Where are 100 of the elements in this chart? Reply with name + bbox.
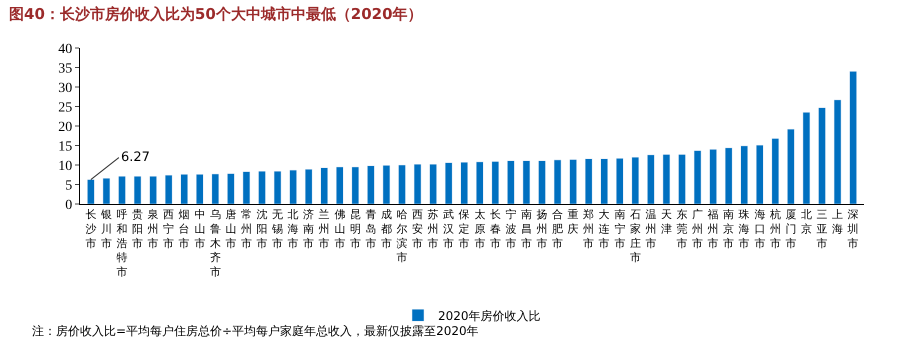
x-tick-label: 苏州市: [428, 208, 439, 250]
x-tick-label: 南昌市: [520, 208, 532, 250]
text: 注：房价收入比=平均每户住房总价÷平均每户家庭年总收入，最新仅披露至2020年: [32, 324, 479, 338]
x-tick-label: 长沙市: [85, 208, 96, 250]
bar: [772, 138, 780, 204]
bar: [414, 164, 422, 204]
x-tick-label: 扬州市: [536, 208, 548, 250]
bar: [289, 170, 297, 204]
bar: [569, 159, 577, 204]
x-tick-label: 珠海市: [738, 208, 750, 250]
bar: [352, 166, 360, 204]
bar: [802, 112, 810, 204]
x-tick-label: 大连市: [598, 208, 610, 250]
bar: [632, 156, 640, 204]
x-tick-label: 银川市: [100, 208, 112, 250]
x-tick-label: 广州市: [692, 208, 704, 250]
bar: [429, 164, 437, 204]
y-tick-label: 5: [65, 178, 72, 194]
x-tick-label: 南宁市: [614, 208, 626, 250]
x-tick-label: 昆明市: [350, 208, 361, 250]
bar: [118, 176, 126, 204]
y-tick-label: 30: [58, 80, 72, 96]
bar: [444, 162, 452, 204]
bar: [709, 149, 717, 204]
bar: [149, 176, 157, 204]
x-tick-label: 天津: [660, 208, 672, 236]
bar: [849, 71, 857, 204]
x-tick-label: 西安市: [412, 208, 424, 250]
bar: [522, 160, 530, 204]
x-tick-label: 上海: [832, 208, 844, 236]
x-tick-label: 沈阳市: [256, 208, 268, 250]
x-tick-label: 泉州市: [148, 208, 159, 250]
x-tick-label: 贵阳市: [132, 208, 144, 250]
x-tick-label: 西宁市: [163, 208, 174, 250]
legend-label: 2020年房价收入比: [438, 308, 541, 323]
bar: [304, 169, 312, 204]
bar: [662, 154, 670, 204]
bar: [367, 166, 375, 204]
bar: [678, 154, 686, 204]
x-tick-label: 北海市: [288, 208, 299, 250]
y-tick-label: 20: [58, 120, 72, 135]
bar: [180, 174, 188, 204]
bar: [787, 128, 795, 204]
bar: [584, 158, 592, 204]
bar: [87, 179, 95, 204]
x-tick-label: 中山市: [194, 208, 206, 250]
bar: [476, 162, 484, 204]
bar: [616, 158, 624, 204]
bar: [507, 160, 515, 204]
x-tick-label: 无锡市: [271, 208, 284, 250]
x-tick-label: 乌鲁木齐市: [210, 208, 221, 278]
bar: [460, 162, 468, 204]
y-tick-label: 10: [58, 158, 72, 174]
x-tick-label: 哈尔滨市: [396, 208, 408, 264]
x-tick-label: 合肥市: [552, 208, 564, 250]
bar: [242, 171, 250, 204]
bar: [196, 174, 204, 204]
bar: [600, 158, 608, 204]
bar: [492, 161, 500, 204]
x-tick-label: 唐山市: [225, 208, 236, 250]
x-tick-label: 东莞市: [676, 208, 688, 250]
x-tick-label: 武汉市: [443, 208, 454, 250]
bar: [554, 160, 562, 204]
x-tick-label: 深圳市: [846, 208, 859, 250]
bar: [212, 174, 220, 204]
bar: [274, 170, 282, 204]
x-tick-label: 呼和浩特市: [116, 208, 128, 278]
y-tick-label: 35: [58, 61, 72, 76]
bar: [102, 178, 110, 204]
x-tick-label: 太原市: [474, 208, 486, 250]
x-tick-label: 兰州市: [318, 208, 330, 250]
x-tick-label: 石家庄市: [630, 208, 641, 264]
chart-title: 图40：长沙市房价收入比为50个大中城市中最低（2020年）: [9, 5, 423, 24]
x-tick-label: 温州市: [645, 208, 656, 250]
x-tick-label: 烟台市: [178, 208, 190, 250]
x-tick-label: 重庆: [568, 208, 579, 236]
x-tick-label: 济南市: [303, 208, 314, 250]
x-tick-label: 保定市: [458, 208, 470, 250]
x-tick-label: 长春市: [490, 208, 501, 250]
bar: [538, 160, 546, 204]
x-tick-label: 佛山市: [334, 208, 346, 250]
bar: [756, 144, 764, 204]
bar: [724, 148, 732, 204]
bar: [694, 150, 702, 204]
bar: [647, 154, 655, 204]
x-tick-label: 三亚市: [816, 208, 828, 250]
x-tick-label: 福州市: [708, 208, 719, 250]
y-tick-label: 40: [58, 42, 72, 57]
x-tick-label: 海口市: [754, 208, 766, 250]
x-tick-label: 南京市: [723, 208, 734, 250]
bar: [320, 167, 328, 204]
bar: [134, 176, 142, 204]
x-tick-label: 北京: [800, 208, 812, 236]
bar: [227, 173, 235, 204]
y-tick-label: 15: [58, 139, 72, 154]
bar: [818, 107, 826, 204]
bar: [382, 165, 390, 204]
bar: [336, 166, 344, 204]
bar: [740, 146, 748, 204]
x-tick-label: 宁波市: [505, 208, 516, 250]
